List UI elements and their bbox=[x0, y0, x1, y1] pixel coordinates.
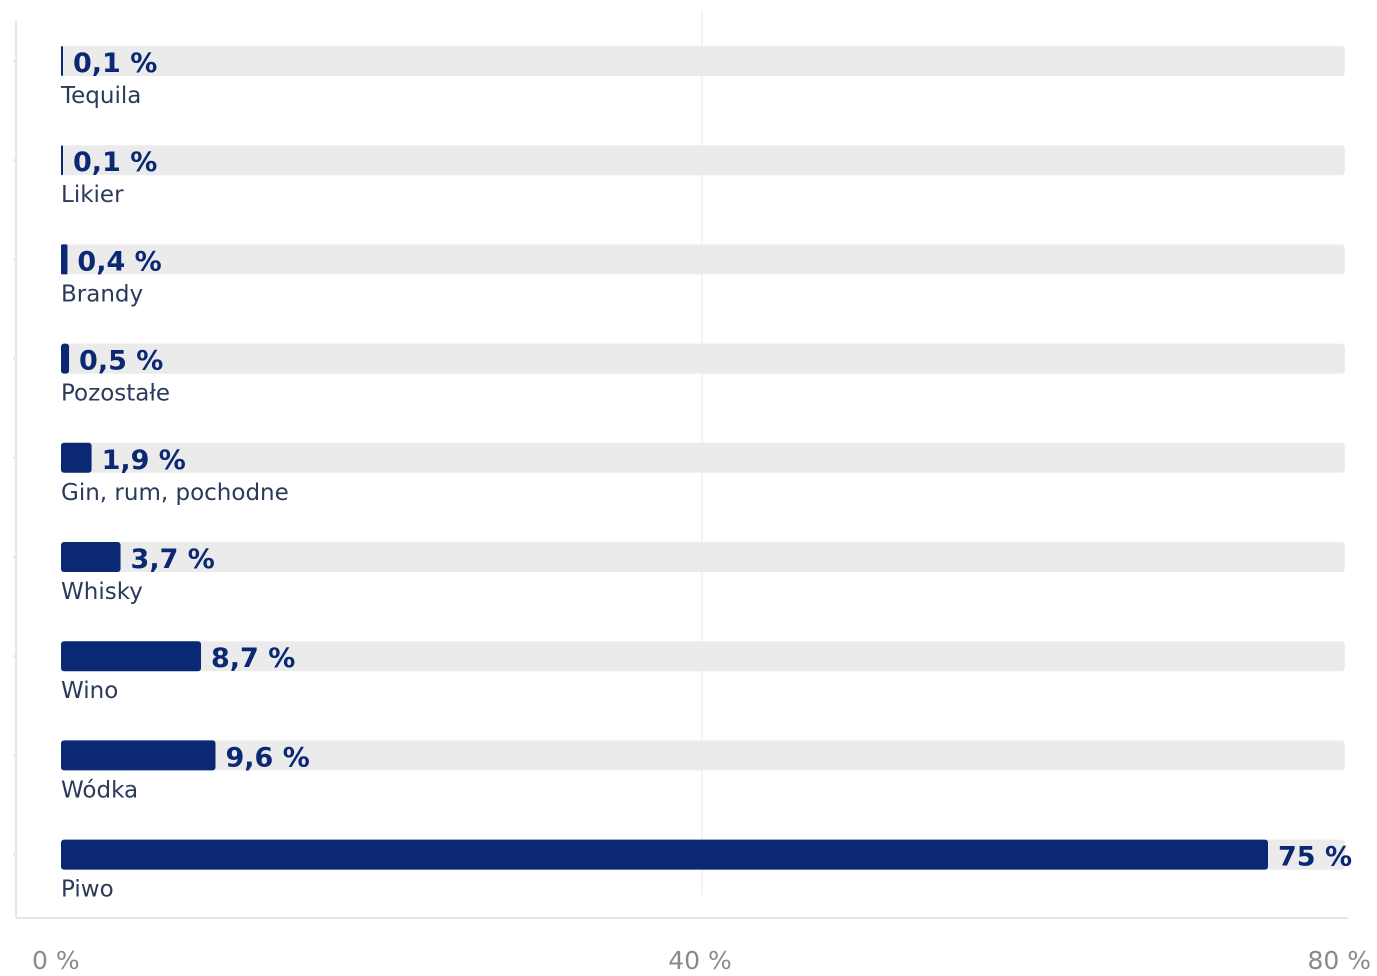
bar-track bbox=[61, 542, 1345, 572]
bar-row: 1,9 % Gin, rum, pochodne bbox=[13, 442, 1345, 506]
x-tick-labels: 0 % 40 % 80 % bbox=[32, 946, 1371, 975]
bar-row: 0,4 % Brandy bbox=[13, 244, 1345, 307]
category-label: Pozostałe bbox=[61, 381, 170, 407]
x-tick-label: 0 % bbox=[32, 946, 80, 975]
value-label: 1,9 % bbox=[102, 445, 186, 476]
bar-track bbox=[61, 442, 1345, 473]
bar bbox=[61, 145, 63, 176]
value-label: 75 % bbox=[1278, 842, 1352, 873]
bar-row: 0,1 % Likier bbox=[13, 145, 1345, 208]
bar bbox=[61, 641, 202, 672]
bar-track bbox=[61, 641, 1345, 672]
bar bbox=[61, 244, 68, 275]
bar-row: 3,7 % Whisky bbox=[13, 542, 1345, 605]
category-label: Gin, rum, pochodne bbox=[61, 480, 289, 506]
bar-track bbox=[61, 46, 1345, 76]
category-label: Likier bbox=[61, 182, 124, 208]
bar bbox=[61, 740, 216, 771]
value-label: 0,4 % bbox=[77, 246, 161, 277]
category-label: Wino bbox=[61, 678, 118, 704]
bars-layer: 0,1 % Tequila 0,1 % Likier 0,4 % Brandy 0,5 % P… bbox=[13, 46, 1352, 903]
bar-row: 75 % Piwo bbox=[13, 839, 1352, 903]
value-label: 0,1 % bbox=[73, 48, 157, 79]
value-label: 8,7 % bbox=[211, 643, 295, 674]
bar bbox=[61, 343, 70, 374]
axis-layer bbox=[15, 20, 1348, 919]
bar-row: 0,1 % Tequila bbox=[13, 46, 1345, 109]
bar-row: 0,5 % Pozostałe bbox=[13, 343, 1345, 407]
bar-track bbox=[61, 740, 1345, 771]
category-label: Tequila bbox=[60, 83, 141, 109]
category-label: Piwo bbox=[61, 877, 114, 903]
bar bbox=[61, 46, 63, 76]
value-label: 3,7 % bbox=[131, 544, 215, 575]
x-tick-label: 40 % bbox=[668, 946, 732, 975]
value-label: 0,1 % bbox=[73, 147, 157, 178]
category-label: Whisky bbox=[61, 579, 143, 605]
category-label: Brandy bbox=[61, 281, 143, 307]
category-label: Wódka bbox=[61, 777, 138, 803]
bar bbox=[61, 542, 121, 572]
bar bbox=[61, 442, 92, 473]
bar-track bbox=[61, 145, 1345, 176]
bar-track bbox=[61, 244, 1345, 275]
bar-row: 9,6 % Wódka bbox=[13, 740, 1345, 803]
bar-row: 8,7 % Wino bbox=[13, 641, 1345, 704]
bar-track bbox=[61, 343, 1345, 374]
value-label: 0,5 % bbox=[79, 346, 163, 377]
value-label: 9,6 % bbox=[225, 742, 309, 773]
bar bbox=[61, 839, 1268, 870]
x-tick-label: 80 % bbox=[1307, 946, 1371, 975]
